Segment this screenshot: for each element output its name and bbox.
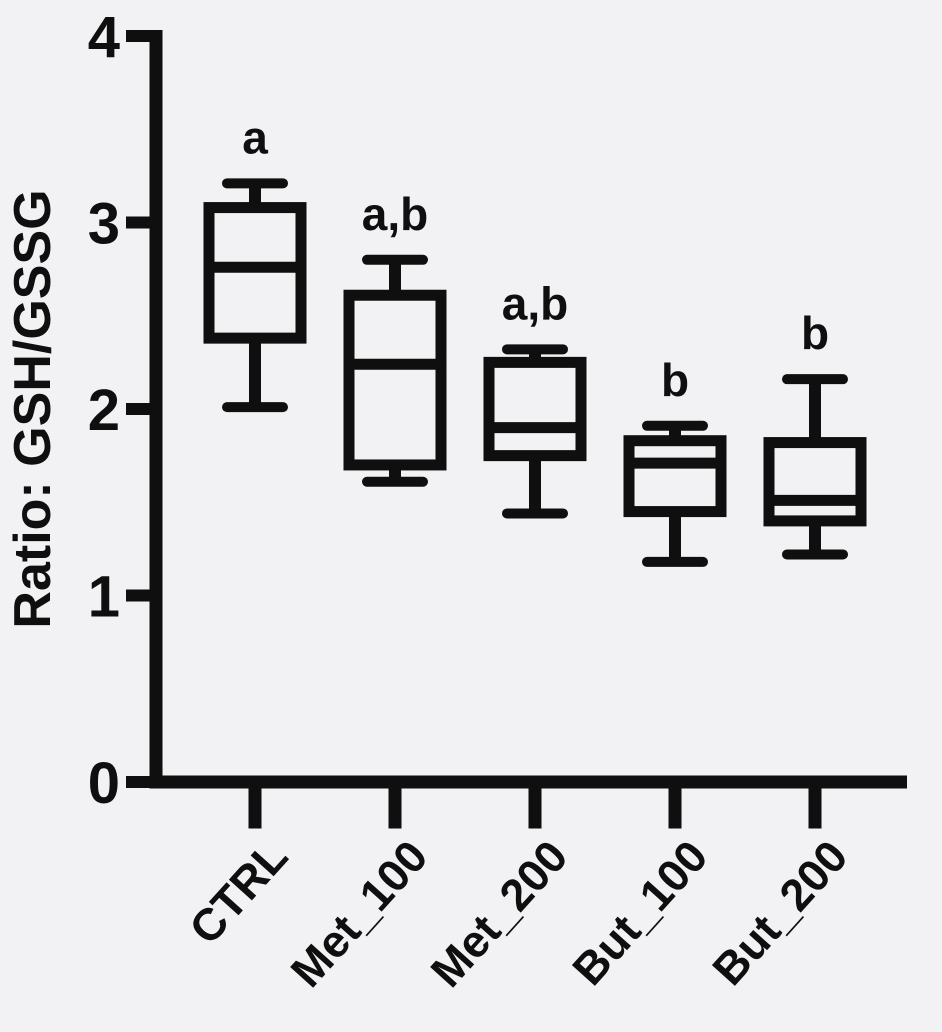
y-tick-label: 2 [88, 378, 120, 443]
x-category-label: Met_200 [421, 831, 578, 997]
boxplot-CTRL: a CTRL [179, 111, 307, 954]
y-tick-label: 0 [88, 751, 120, 816]
x-category-label: CTRL [179, 831, 297, 954]
x-category-label: But_100 [562, 831, 717, 995]
significance-label: a,b [362, 188, 428, 240]
y-tick-label: 3 [88, 191, 120, 256]
y-tick-label: 4 [88, 5, 120, 70]
x-category-label: But_200 [702, 831, 857, 995]
iqr-box [483, 356, 587, 462]
x-category-label: Met_100 [281, 831, 438, 997]
iqr-box [623, 435, 727, 518]
iqr-box [763, 437, 867, 527]
significance-label: a,b [502, 277, 568, 329]
iqr-box [343, 289, 447, 471]
y-axis-title: Ratio: GSH/GSSG [4, 189, 62, 628]
y-tick-label: 1 [88, 564, 120, 629]
significance-label: b [801, 307, 829, 359]
significance-label: a [242, 111, 268, 163]
boxplot-But_200: b But_200 [702, 307, 867, 995]
iqr-box [203, 202, 307, 344]
significance-label: b [661, 354, 689, 406]
